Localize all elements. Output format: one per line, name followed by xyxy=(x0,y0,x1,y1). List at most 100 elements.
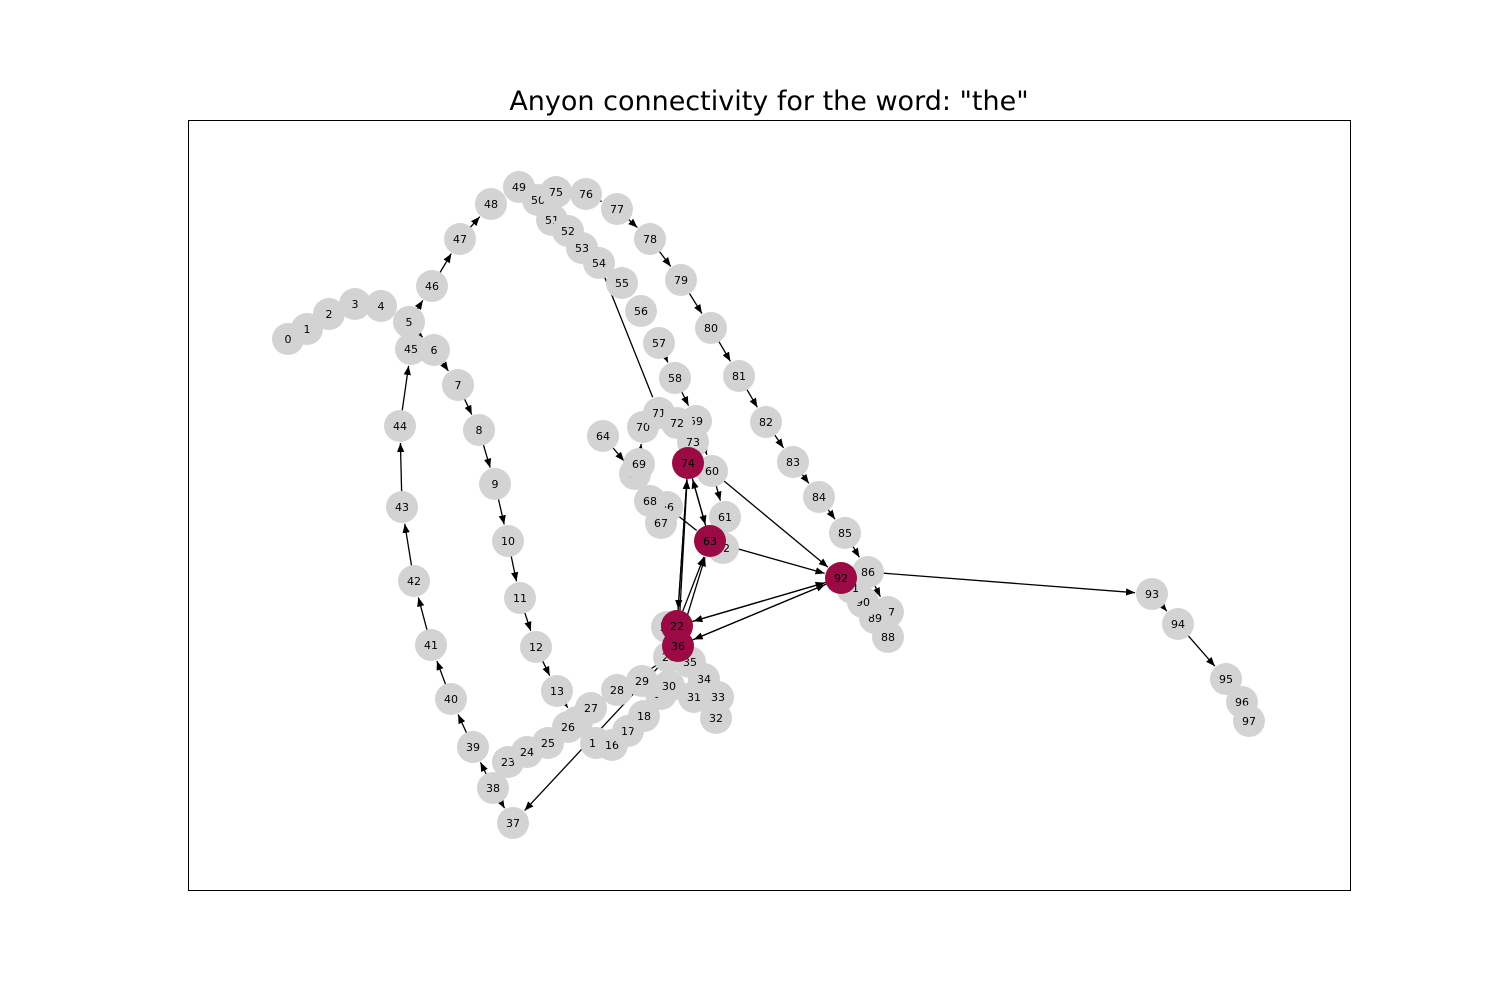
node-circle xyxy=(587,420,619,452)
edge-92-36 xyxy=(693,581,833,641)
node-circle xyxy=(1162,608,1194,640)
node-circle xyxy=(803,481,835,513)
node-circle xyxy=(829,517,861,549)
node-label: 9 xyxy=(492,478,499,491)
node-label: 8 xyxy=(476,424,483,437)
node-label: 17 xyxy=(621,725,635,738)
node-label: 49 xyxy=(512,181,526,194)
node-label: 54 xyxy=(592,257,606,270)
node-circle xyxy=(643,327,675,359)
edge-41-42 xyxy=(417,597,430,636)
edge-44-45 xyxy=(400,365,411,417)
node-circle xyxy=(659,362,691,394)
node-circle xyxy=(497,807,529,839)
node-circle xyxy=(653,670,685,702)
node-label: 78 xyxy=(643,233,657,246)
node-label: 28 xyxy=(610,684,624,697)
node-label: 18 xyxy=(637,710,651,723)
node-label: 83 xyxy=(786,456,800,469)
node-circle xyxy=(479,468,511,500)
node-label: 2 xyxy=(326,308,333,321)
node-82: 82 xyxy=(750,406,782,438)
node-circle xyxy=(583,247,615,279)
edge-86-93 xyxy=(877,572,1136,596)
edge-22-63 xyxy=(679,556,705,618)
node-label: 48 xyxy=(484,198,498,211)
node-label: 29 xyxy=(635,675,649,688)
node-label: 13 xyxy=(550,685,564,698)
node-48: 48 xyxy=(475,188,507,220)
node-label: 44 xyxy=(393,420,407,433)
node-label: 81 xyxy=(732,370,746,383)
node-label: 61 xyxy=(718,511,732,524)
figure-title: Anyon connectivity for the word: "the" xyxy=(509,86,1029,117)
nodes-layer: 0123456789101112131415161718192021222324… xyxy=(272,171,1265,839)
edge-60-92 xyxy=(718,476,829,568)
node-circle xyxy=(628,700,660,732)
node-36: 36 xyxy=(662,630,694,662)
node-label: 53 xyxy=(575,242,589,255)
node-circle xyxy=(634,485,666,517)
edge-74-22 xyxy=(675,472,689,610)
node-label: 64 xyxy=(596,430,610,443)
node-label: 94 xyxy=(1171,618,1185,631)
node-61: 61 xyxy=(709,501,741,533)
node-label: 69 xyxy=(632,458,646,471)
node-47: 47 xyxy=(444,223,476,255)
node-circle xyxy=(435,683,467,715)
node-29: 29 xyxy=(626,665,658,697)
node-label: 92 xyxy=(834,572,848,585)
node-2: 2 xyxy=(313,298,345,330)
node-label: 45 xyxy=(404,343,418,356)
node-circle xyxy=(1210,663,1242,695)
node-43: 43 xyxy=(386,491,418,523)
node-label: 0 xyxy=(285,333,292,346)
edge-94-95 xyxy=(1183,630,1216,667)
edge-92-22 xyxy=(693,580,832,623)
node-circle xyxy=(601,674,633,706)
node-label: 25 xyxy=(541,737,555,750)
node-circle xyxy=(623,448,655,480)
node-circle xyxy=(601,193,633,225)
node-label: 58 xyxy=(668,372,682,385)
node-28: 28 xyxy=(601,674,633,706)
node-label: 4 xyxy=(378,300,385,313)
node-97: 97 xyxy=(1233,705,1265,737)
node-37: 37 xyxy=(497,807,529,839)
node-label: 33 xyxy=(711,691,725,704)
node-83: 83 xyxy=(777,446,809,478)
node-8: 8 xyxy=(463,414,495,446)
node-12: 12 xyxy=(520,631,552,663)
node-label: 79 xyxy=(674,274,688,287)
node-circle xyxy=(463,414,495,446)
node-circle xyxy=(777,446,809,478)
node-circle xyxy=(339,288,371,320)
plot-frame xyxy=(188,120,1351,891)
node-circle xyxy=(1233,705,1265,737)
node-74: 74 xyxy=(672,447,704,479)
node-circle xyxy=(540,176,572,208)
node-circle xyxy=(398,565,430,597)
node-circle xyxy=(694,525,726,557)
node-68: 68 xyxy=(634,485,666,517)
node-circle xyxy=(386,491,418,523)
node-label: 55 xyxy=(615,277,629,290)
node-label: 52 xyxy=(561,225,575,238)
node-58: 58 xyxy=(659,362,691,394)
node-55: 55 xyxy=(606,267,638,299)
node-label: 39 xyxy=(466,741,480,754)
node-4: 4 xyxy=(365,290,397,322)
node-circle xyxy=(541,675,573,707)
node-label: 1 xyxy=(304,323,311,336)
node-84: 84 xyxy=(803,481,835,513)
node-3: 3 xyxy=(339,288,371,320)
node-label: 46 xyxy=(425,280,439,293)
node-circle xyxy=(709,501,741,533)
node-circle xyxy=(552,711,584,743)
node-label: 72 xyxy=(670,417,684,430)
node-label: 12 xyxy=(529,641,543,654)
node-92: 92 xyxy=(825,562,857,594)
node-label: 86 xyxy=(861,566,875,579)
node-26: 26 xyxy=(552,711,584,743)
node-circle xyxy=(384,410,416,442)
